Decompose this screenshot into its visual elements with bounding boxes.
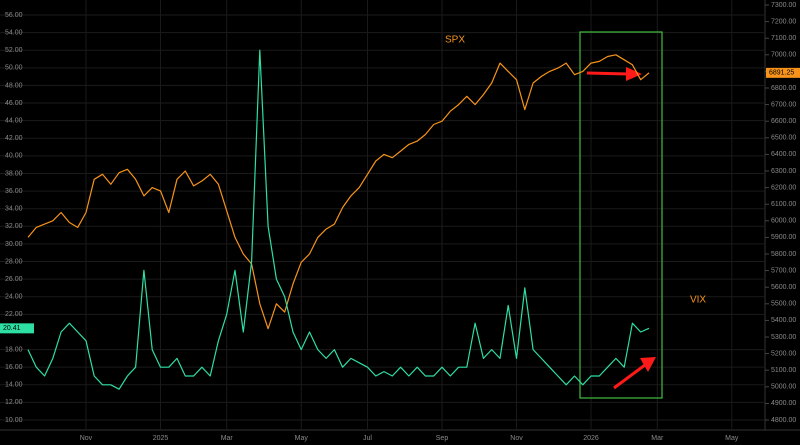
y2-tick-label: 5500.00 bbox=[771, 301, 796, 308]
y2-tick-label: 6100.00 bbox=[771, 201, 796, 208]
arrow-head bbox=[640, 357, 656, 372]
y2-tick-label: 4900.00 bbox=[771, 400, 796, 407]
x-tick-label: Jul bbox=[363, 435, 372, 442]
y-tick-label: 56.00 bbox=[5, 12, 23, 19]
highlight-box bbox=[579, 31, 663, 399]
y2-tick-label: 6600.00 bbox=[771, 118, 796, 125]
last-value-label: 6891.25 bbox=[769, 70, 794, 77]
y-tick-label: 48.00 bbox=[5, 82, 23, 89]
x-tick-label: May bbox=[725, 435, 739, 442]
x-tick-label: Sep bbox=[436, 435, 449, 442]
x-tick-label: 2026 bbox=[583, 435, 599, 442]
annotation: SPX bbox=[445, 35, 465, 46]
y2-tick-label: 5600.00 bbox=[771, 284, 796, 291]
annotation: VIX bbox=[690, 295, 706, 306]
y2-tick-label: 6300.00 bbox=[771, 168, 796, 175]
y-tick-label: 42.00 bbox=[5, 135, 23, 142]
y2-tick-label: 6800.00 bbox=[771, 85, 796, 92]
y-tick-label: 16.00 bbox=[5, 364, 23, 371]
y2-tick-label: 7200.00 bbox=[771, 18, 796, 25]
y2-tick-label: 6200.00 bbox=[771, 184, 796, 191]
y2-tick-label: 5700.00 bbox=[771, 267, 796, 274]
y-tick-label: 52.00 bbox=[5, 47, 23, 54]
y2-tick-label: 6700.00 bbox=[771, 101, 796, 108]
y2-tick-label: 7300.00 bbox=[771, 2, 796, 9]
x-tick-label: Mar bbox=[221, 435, 234, 442]
y2-tick-label: 5200.00 bbox=[771, 350, 796, 357]
x-tick-label: 2025 bbox=[153, 435, 169, 442]
y-tick-label: 44.00 bbox=[5, 117, 23, 124]
y-tick-label: 38.00 bbox=[5, 170, 23, 177]
y2-tick-label: 7000.00 bbox=[771, 52, 796, 59]
y-tick-label: 26.00 bbox=[5, 276, 23, 283]
y-tick-label: 32.00 bbox=[5, 223, 23, 230]
y-tick-label: 54.00 bbox=[5, 29, 23, 36]
last-value-tag bbox=[0, 323, 34, 334]
arrow-head bbox=[626, 67, 642, 81]
y-tick-label: 14.00 bbox=[5, 382, 23, 389]
y-tick-label: 40.00 bbox=[5, 153, 23, 160]
y2-tick-label: 6500.00 bbox=[771, 135, 796, 142]
y2-tick-label: 7100.00 bbox=[771, 35, 796, 42]
y-tick-label: 10.00 bbox=[5, 417, 23, 424]
x-tick-label: Mar bbox=[651, 435, 664, 442]
y-tick-label: 22.00 bbox=[5, 311, 23, 318]
y-tick-label: 18.00 bbox=[5, 346, 23, 353]
x-tick-label: Nov bbox=[510, 435, 523, 442]
y2-tick-label: 5300.00 bbox=[771, 334, 796, 341]
y2-tick-label: 5900.00 bbox=[771, 234, 796, 241]
y2-tick-label: 5400.00 bbox=[771, 317, 796, 324]
y2-tick-label: 4800.00 bbox=[771, 417, 796, 424]
y2-tick-label: 6000.00 bbox=[771, 218, 796, 225]
y-tick-label: 28.00 bbox=[5, 258, 23, 265]
y2-tick-label: 5100.00 bbox=[771, 367, 796, 374]
y-tick-label: 24.00 bbox=[5, 294, 23, 301]
y2-tick-label: 5800.00 bbox=[771, 251, 796, 258]
x-tick-label: Nov bbox=[80, 435, 93, 442]
arrow bbox=[613, 363, 646, 390]
series-line bbox=[27, 49, 650, 390]
series-line bbox=[27, 54, 650, 330]
last-value-label: 20.41 bbox=[3, 325, 21, 332]
y-tick-label: 46.00 bbox=[5, 100, 23, 107]
y-tick-label: 30.00 bbox=[5, 241, 23, 248]
y-tick-label: 50.00 bbox=[5, 65, 23, 72]
y-tick-label: 36.00 bbox=[5, 188, 23, 195]
y-tick-label: 34.00 bbox=[5, 206, 23, 213]
y2-tick-label: 6400.00 bbox=[771, 151, 796, 158]
last-value-tag bbox=[766, 67, 800, 78]
y2-tick-label: 5000.00 bbox=[771, 384, 796, 391]
y-tick-label: 12.00 bbox=[5, 399, 23, 406]
arrow bbox=[586, 71, 629, 76]
x-tick-label: May bbox=[295, 435, 309, 442]
